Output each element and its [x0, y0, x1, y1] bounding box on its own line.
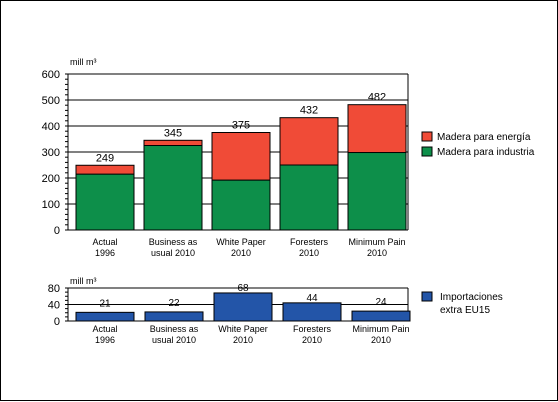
- main-bar-madera-para-energ-a: [75, 164, 135, 175]
- imports-x-tick-label: Actual: [92, 324, 117, 334]
- main-y-tick-label: 400: [42, 121, 60, 133]
- imports-bar-importaciones-extra-eu15: [282, 302, 342, 322]
- imports-bar-importaciones-extra-eu15: [351, 310, 411, 322]
- main-data-label: 249: [96, 152, 114, 164]
- imports-bar-importaciones-extra-eu15: [213, 292, 273, 322]
- main-bar-madera-para-industria: [143, 145, 203, 231]
- imports-x-tick-label: 2010: [371, 335, 391, 345]
- imports-data-label: 44: [306, 293, 318, 304]
- imports-data-label: 68: [237, 283, 249, 294]
- imports-bar-importaciones-extra-eu15: [75, 311, 135, 322]
- imports-x-tick-label: Business as: [150, 324, 199, 334]
- main-y-tick-label: 0: [54, 225, 60, 237]
- legend-swatch: [421, 291, 433, 302]
- legend-label: extra EU15: [440, 305, 490, 316]
- main-x-tick-label: 2010: [231, 248, 251, 258]
- legend-label: Madera para energía: [437, 132, 531, 143]
- main-y-unit-label: mill m³: [70, 57, 97, 67]
- legend-swatch: [421, 146, 433, 157]
- main-x-tick-label: Business as: [149, 237, 198, 247]
- imports-x-tick-label: White Paper: [218, 324, 268, 334]
- legend-label: Madera para industria: [437, 147, 535, 158]
- main-bar-madera-para-energ-a: [347, 104, 407, 154]
- imports-y-tick-label: 0: [54, 316, 60, 328]
- main-bar-madera-para-industria: [347, 152, 407, 231]
- main-bar-madera-para-industria: [75, 173, 135, 231]
- imports-x-tick-label: Minimum Pain: [352, 324, 409, 334]
- imports-data-label: 21: [99, 298, 111, 309]
- main-x-tick-label: Minimum Pain: [348, 237, 405, 247]
- imports-data-label: 24: [375, 297, 387, 308]
- main-x-tick-label: usual 2010: [151, 248, 195, 258]
- main-data-label: 375: [232, 120, 250, 132]
- main-data-label: 345: [164, 127, 182, 139]
- main-bar-madera-para-industria: [279, 164, 339, 231]
- imports-x-tick-label: Foresters: [293, 324, 332, 334]
- main-bar-madera-para-energ-a: [143, 139, 203, 147]
- main-data-label: 482: [368, 92, 386, 104]
- main-x-tick-label: White Paper: [216, 237, 266, 247]
- imports-bar-importaciones-extra-eu15: [144, 311, 204, 322]
- main-x-tick-label: Actual: [92, 237, 117, 247]
- legend-label: Importaciones: [440, 292, 503, 303]
- main-y-tick-label: 500: [42, 95, 60, 107]
- imports-x-tick-label: 2010: [233, 335, 253, 345]
- legend-swatch: [421, 131, 433, 142]
- imports-x-tick-label: usual 2010: [152, 335, 196, 345]
- main-x-tick-label: 2010: [367, 248, 387, 258]
- main-y-tick-label: 600: [42, 69, 60, 81]
- imports-x-tick-label: 2010: [302, 335, 322, 345]
- main-y-tick-label: 300: [42, 147, 60, 159]
- main-x-tick-label: Foresters: [290, 237, 329, 247]
- imports-x-tick-label: 1996: [95, 335, 115, 345]
- main-y-tick-label: 200: [42, 173, 60, 185]
- main-x-tick-label: 1996: [95, 248, 115, 258]
- main-bar-madera-para-energ-a: [279, 117, 339, 166]
- imports-y-tick-label: 80: [48, 283, 60, 295]
- main-bar-madera-para-industria: [211, 179, 271, 231]
- imports-data-label: 22: [168, 298, 180, 309]
- main-bar-madera-para-energ-a: [211, 132, 271, 181]
- imports-y-tick-label: 40: [48, 300, 60, 312]
- main-data-label: 432: [300, 105, 318, 117]
- imports-y-unit-label: mill m³: [70, 276, 97, 286]
- main-x-tick-label: 2010: [299, 248, 319, 258]
- main-y-tick-label: 100: [42, 199, 60, 211]
